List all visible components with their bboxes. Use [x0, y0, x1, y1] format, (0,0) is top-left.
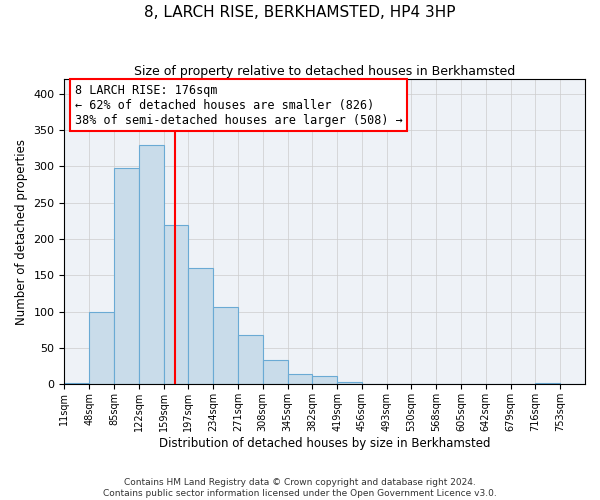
Text: 8, LARCH RISE, BERKHAMSTED, HP4 3HP: 8, LARCH RISE, BERKHAMSTED, HP4 3HP — [144, 5, 456, 20]
Y-axis label: Number of detached properties: Number of detached properties — [15, 139, 28, 325]
Bar — [164, 226, 188, 384]
Text: Contains HM Land Registry data © Crown copyright and database right 2024.
Contai: Contains HM Land Registry data © Crown c… — [103, 478, 497, 498]
Bar — [313, 376, 337, 384]
Bar — [535, 383, 560, 384]
Bar — [263, 360, 287, 384]
Bar — [287, 374, 313, 384]
Bar — [114, 168, 139, 384]
Bar — [139, 144, 164, 384]
Bar — [89, 312, 114, 384]
Bar — [188, 268, 213, 384]
Bar — [64, 383, 89, 384]
X-axis label: Distribution of detached houses by size in Berkhamsted: Distribution of detached houses by size … — [159, 437, 490, 450]
Title: Size of property relative to detached houses in Berkhamsted: Size of property relative to detached ho… — [134, 65, 515, 78]
Text: 8 LARCH RISE: 176sqm
← 62% of detached houses are smaller (826)
38% of semi-deta: 8 LARCH RISE: 176sqm ← 62% of detached h… — [75, 84, 403, 126]
Bar — [213, 308, 238, 384]
Bar — [337, 382, 362, 384]
Bar — [238, 335, 263, 384]
